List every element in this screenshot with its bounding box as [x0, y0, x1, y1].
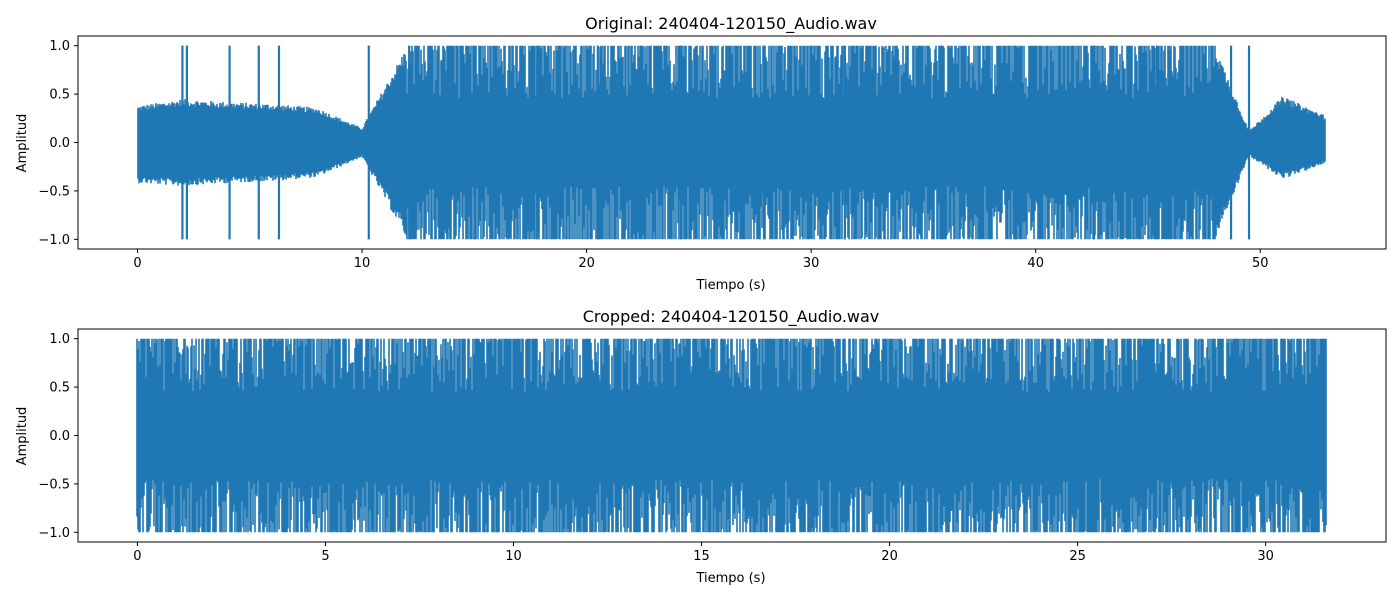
- x-tick-label: 30: [1257, 549, 1274, 564]
- waveform-series: [136, 338, 1327, 533]
- y-tick-label: 1.0: [49, 39, 70, 54]
- x-tick-label: 10: [505, 549, 522, 564]
- x-tick-label: 5: [321, 549, 329, 564]
- y-tick-label: 0.5: [49, 381, 70, 396]
- y-tick-label: 0.0: [49, 136, 70, 151]
- original-waveform-plot: Original: 240404-120150_Audio.wav 0 10 20 3…: [15, 14, 1387, 293]
- x-tick-label: 10: [354, 256, 371, 271]
- cropped-x-axis-label: Tiempo (s): [695, 571, 765, 586]
- x-tick-label: 20: [881, 549, 898, 564]
- y-tick-label: −0.5: [38, 184, 70, 199]
- original-y-axis-label: Amplitud: [15, 114, 30, 173]
- cropped-x-ticks: 0 5 10 15 20 25 30: [133, 542, 1274, 564]
- original-x-ticks: 0 10 20 30 40 50: [133, 249, 1269, 271]
- x-tick-label: 0: [133, 549, 141, 564]
- cropped-waveform-marks: [136, 338, 1327, 533]
- y-tick-label: 0.5: [49, 88, 70, 103]
- x-tick-label: 15: [693, 549, 710, 564]
- plot-title-cropped: Cropped: 240404-120150_Audio.wav: [583, 307, 880, 327]
- y-tick-label: 0.0: [49, 429, 70, 444]
- original-x-axis-label: Tiempo (s): [695, 278, 765, 293]
- x-tick-label: 40: [1027, 256, 1044, 271]
- x-tick-label: 50: [1252, 256, 1269, 271]
- y-tick-label: −0.5: [38, 477, 70, 492]
- y-tick-label: −1.0: [38, 526, 70, 541]
- x-tick-label: 30: [803, 256, 820, 271]
- x-tick-label: 0: [133, 256, 141, 271]
- cropped-y-ticks: −1.0 −0.5 0.0 0.5 1.0: [38, 332, 78, 541]
- original-y-ticks: −1.0 −0.5 0.0 0.5 1.0: [38, 39, 78, 248]
- waveform-series: [137, 45, 1326, 240]
- y-tick-label: 1.0: [49, 332, 70, 347]
- plot-title-original: Original: 240404-120150_Audio.wav: [585, 14, 877, 34]
- cropped-waveform-plot: Cropped: 240404-120150_Audio.wav 0 5 10 15 2…: [15, 307, 1387, 586]
- original-waveform-marks: [137, 45, 1326, 240]
- x-tick-label: 20: [578, 256, 595, 271]
- y-tick-label: −1.0: [38, 233, 70, 248]
- cropped-y-axis-label: Amplitud: [15, 407, 30, 466]
- x-tick-label: 25: [1069, 549, 1086, 564]
